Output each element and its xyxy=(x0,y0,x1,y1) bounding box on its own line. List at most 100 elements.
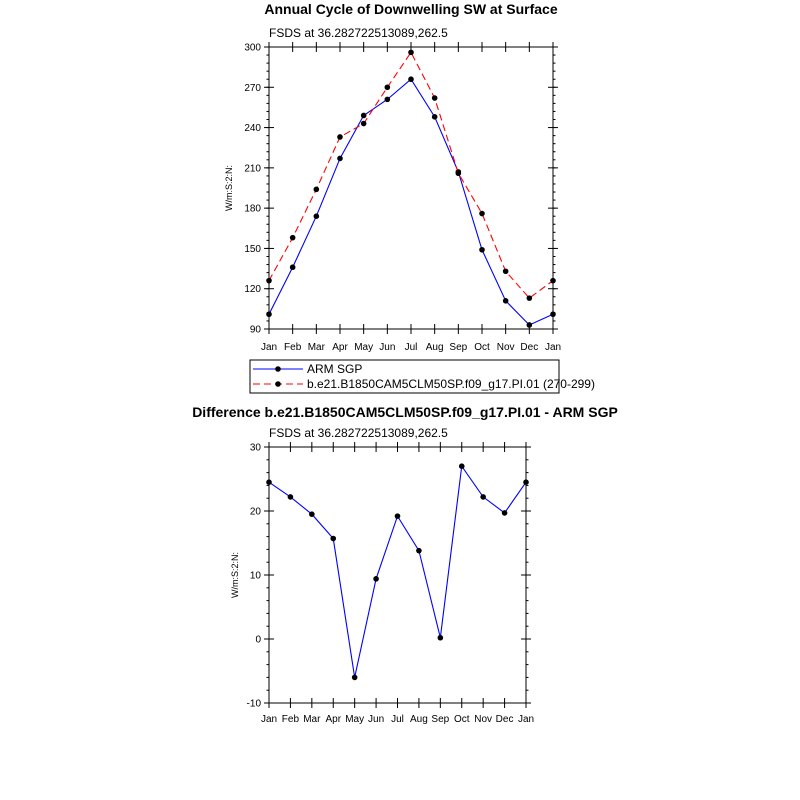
data-point xyxy=(526,322,533,328)
data-point xyxy=(373,576,379,582)
data-point xyxy=(455,170,462,177)
chart-subtitle: FSDS at 36.282722513089,262.5 xyxy=(269,26,448,40)
data-point xyxy=(550,277,556,284)
x-tick-label: Feb xyxy=(282,714,300,725)
series-1 xyxy=(266,463,529,681)
y-tick-label: 300 xyxy=(244,43,261,54)
x-tick-label: Apr xyxy=(332,342,348,353)
y-axis-label: W/m:S:2:N: xyxy=(224,165,234,211)
legend-marker xyxy=(275,366,281,372)
data-point xyxy=(550,311,556,318)
data-point xyxy=(526,295,533,301)
data-point xyxy=(384,84,391,91)
series-line xyxy=(268,464,527,678)
y-tick-label: 240 xyxy=(244,123,261,134)
data-point xyxy=(479,246,485,253)
data-point xyxy=(309,511,315,517)
x-tick-label: Apr xyxy=(325,714,341,725)
data-point xyxy=(313,186,320,193)
chart-title: Difference b.e21.B1850CAM5CLM50SP.f09_g1… xyxy=(192,404,618,420)
y-tick-label: 180 xyxy=(244,204,261,215)
x-tick-label: Jul xyxy=(405,342,418,353)
data-point xyxy=(480,494,486,500)
x-tick-label: Nov xyxy=(497,342,515,353)
y-tick-label: 10 xyxy=(250,571,262,582)
x-tick-label: Sep xyxy=(431,714,449,725)
legend: ARM SGPb.e21.B1850CAM5CLM50SP.f09_g17.PI… xyxy=(249,359,595,394)
data-point xyxy=(384,96,391,103)
data-point xyxy=(408,49,414,56)
y-tick-label: 120 xyxy=(244,284,261,295)
y-axis: 90 120 150 180 210 240 270 300 xyxy=(244,43,558,336)
data-point xyxy=(431,114,438,120)
x-tick-label: Feb xyxy=(284,342,302,353)
series-line xyxy=(268,51,554,299)
data-point xyxy=(431,95,438,101)
data-point xyxy=(394,513,401,519)
data-point xyxy=(330,535,337,542)
data-point xyxy=(502,298,509,304)
data-point xyxy=(266,479,272,486)
data-point xyxy=(337,155,343,162)
data-point xyxy=(479,210,485,217)
x-tick-label: Mar xyxy=(303,714,321,725)
x-tick-label: Jun xyxy=(368,714,384,725)
data-point xyxy=(437,634,444,641)
x-tick-label: Sep xyxy=(449,342,467,353)
data-point xyxy=(289,234,296,241)
y-tick-label: 90 xyxy=(250,325,262,336)
y-tick-label: 270 xyxy=(244,83,261,94)
data-point xyxy=(360,112,367,119)
data-point xyxy=(502,268,509,275)
data-point xyxy=(266,311,272,318)
x-tick-label: Jan xyxy=(545,342,561,353)
y-tick-label: 150 xyxy=(244,244,261,255)
data-point xyxy=(351,674,358,681)
x-axis: Jan Feb Mar Apr May Jun Jul Aug Sep Oct Nov Dec Jan xyxy=(261,442,534,725)
y-tick-label: 30 xyxy=(250,443,262,454)
x-tick-label: Aug xyxy=(410,714,428,725)
data-point xyxy=(337,134,343,140)
x-tick-label: Mar xyxy=(308,342,326,353)
series-2 xyxy=(266,49,556,301)
x-tick-label: May xyxy=(354,342,373,353)
y-tick-label: 210 xyxy=(244,163,261,174)
plot-frame xyxy=(268,446,527,704)
x-tick-label: Oct xyxy=(474,342,490,353)
y-tick-label: -10 xyxy=(247,699,262,710)
x-tick-label: Jun xyxy=(379,342,395,353)
data-point xyxy=(416,547,422,554)
x-axis: Jan Feb Mar Apr May Jun Jul Aug Sep Oct Nov Dec Jan xyxy=(261,42,561,353)
y-tick-label: 20 xyxy=(250,507,262,518)
y-axis: -10 0 10 20 30 xyxy=(247,443,531,710)
x-tick-label: Jan xyxy=(261,714,277,725)
data-point xyxy=(313,213,320,219)
plot-frame xyxy=(268,46,554,330)
data-point xyxy=(360,120,367,127)
x-tick-label: Jan xyxy=(261,342,277,353)
x-tick-label: Jul xyxy=(391,714,404,725)
data-point xyxy=(289,264,296,271)
x-tick-label: Dec xyxy=(520,342,538,353)
chart-2: Difference b.e21.B1850CAM5CLM50SP.f09_g1… xyxy=(192,404,618,725)
x-tick-label: May xyxy=(345,714,364,725)
data-point xyxy=(458,463,465,470)
x-tick-label: Nov xyxy=(474,714,492,725)
x-tick-label: Oct xyxy=(454,714,470,725)
series-1 xyxy=(266,76,556,328)
chart-1: Annual Cycle of Downwelling SW at Surfac… xyxy=(224,1,595,394)
x-tick-label: Jan xyxy=(518,714,534,725)
data-point xyxy=(501,510,508,516)
chart-subtitle: FSDS at 36.282722513089,262.5 xyxy=(269,426,448,440)
data-point xyxy=(523,479,529,486)
legend-box xyxy=(249,359,560,394)
x-tick-label: Dec xyxy=(496,714,514,725)
legend-label: ARM SGP xyxy=(307,362,362,376)
y-axis-label: W/m:S:2:N: xyxy=(230,552,240,598)
x-tick-label: Aug xyxy=(426,342,444,353)
legend-label: b.e21.B1850CAM5CLM50SP.f09_g17.PI.01 (27… xyxy=(307,377,595,391)
y-tick-label: 0 xyxy=(255,635,261,646)
legend-marker xyxy=(275,381,281,387)
data-point xyxy=(408,76,414,83)
